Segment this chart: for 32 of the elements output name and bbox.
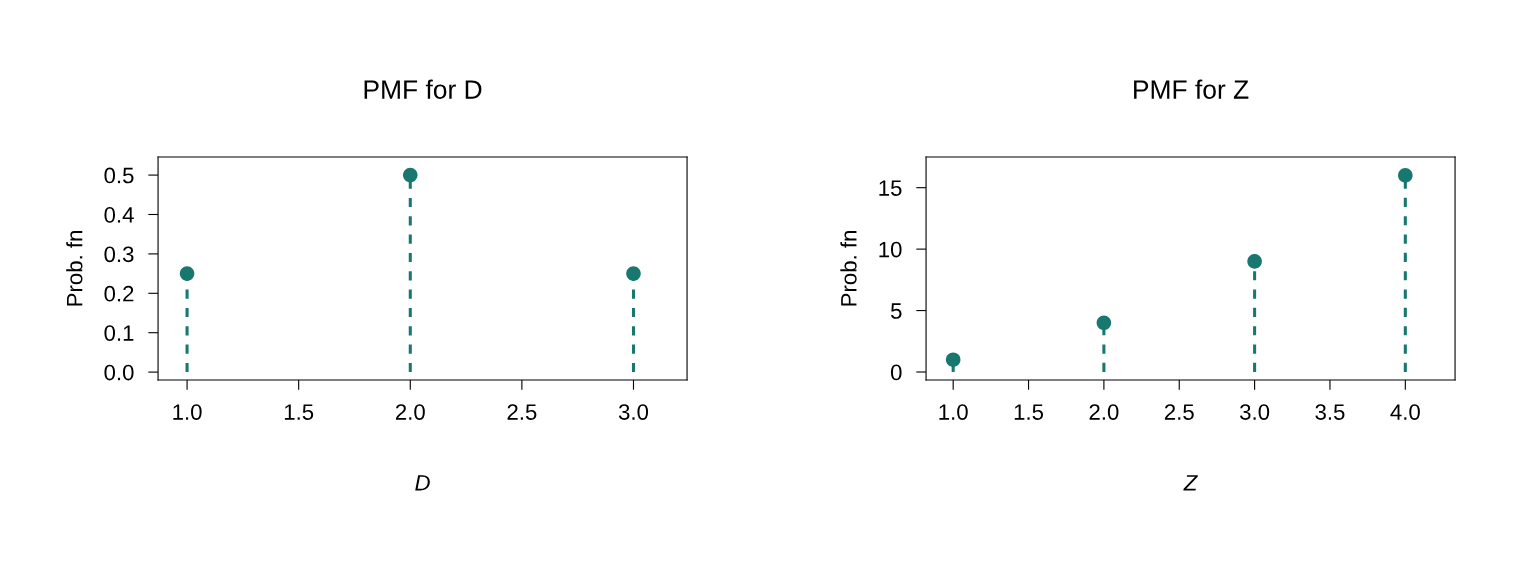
chart-title: PMF for D xyxy=(364,79,482,99)
x-tick-label: 4.0 xyxy=(1390,404,1420,420)
y-tick-label: 0.4 xyxy=(104,207,134,223)
y-axis-title: Prob. fn xyxy=(66,231,83,306)
x-tick-label: 1.0 xyxy=(939,404,968,420)
y-tick-label: 0.0 xyxy=(104,364,134,381)
x-tick-label: 2.0 xyxy=(1089,404,1119,420)
x-tick-label: 3.5 xyxy=(1315,404,1345,420)
x-tick-label: 1.5 xyxy=(284,404,314,420)
y-tick-label: 0.2 xyxy=(104,285,134,302)
y-tick-label: 0 xyxy=(890,364,902,381)
y-tick-label: 0.1 xyxy=(104,325,134,341)
point xyxy=(945,352,961,367)
x-axis-title: Z xyxy=(1183,475,1198,491)
chart-title: PMF for Z xyxy=(1134,79,1249,99)
x-tick-label: 1.5 xyxy=(1014,404,1044,420)
x-tick-label: 3.0 xyxy=(1240,404,1270,420)
y-tick-label: 5 xyxy=(890,303,902,319)
x-tick-label: 2.0 xyxy=(395,404,425,420)
point xyxy=(1096,315,1112,331)
y-tick-label: 15 xyxy=(879,180,902,196)
x-tick-label: 2.5 xyxy=(1164,404,1194,420)
y-tick-label: 10 xyxy=(879,241,902,258)
y-tick-label: 0.5 xyxy=(104,167,134,184)
x-tick-label: 1.0 xyxy=(173,404,202,420)
point xyxy=(1398,168,1413,183)
x-axis-title: D xyxy=(415,475,430,491)
y-axis-title: Prob. fn xyxy=(840,231,857,306)
point xyxy=(1247,254,1262,269)
x-tick-label: 3.0 xyxy=(618,404,649,420)
x-tick-label: 2.5 xyxy=(507,404,537,420)
y-tick-label: 0.3 xyxy=(104,246,134,263)
